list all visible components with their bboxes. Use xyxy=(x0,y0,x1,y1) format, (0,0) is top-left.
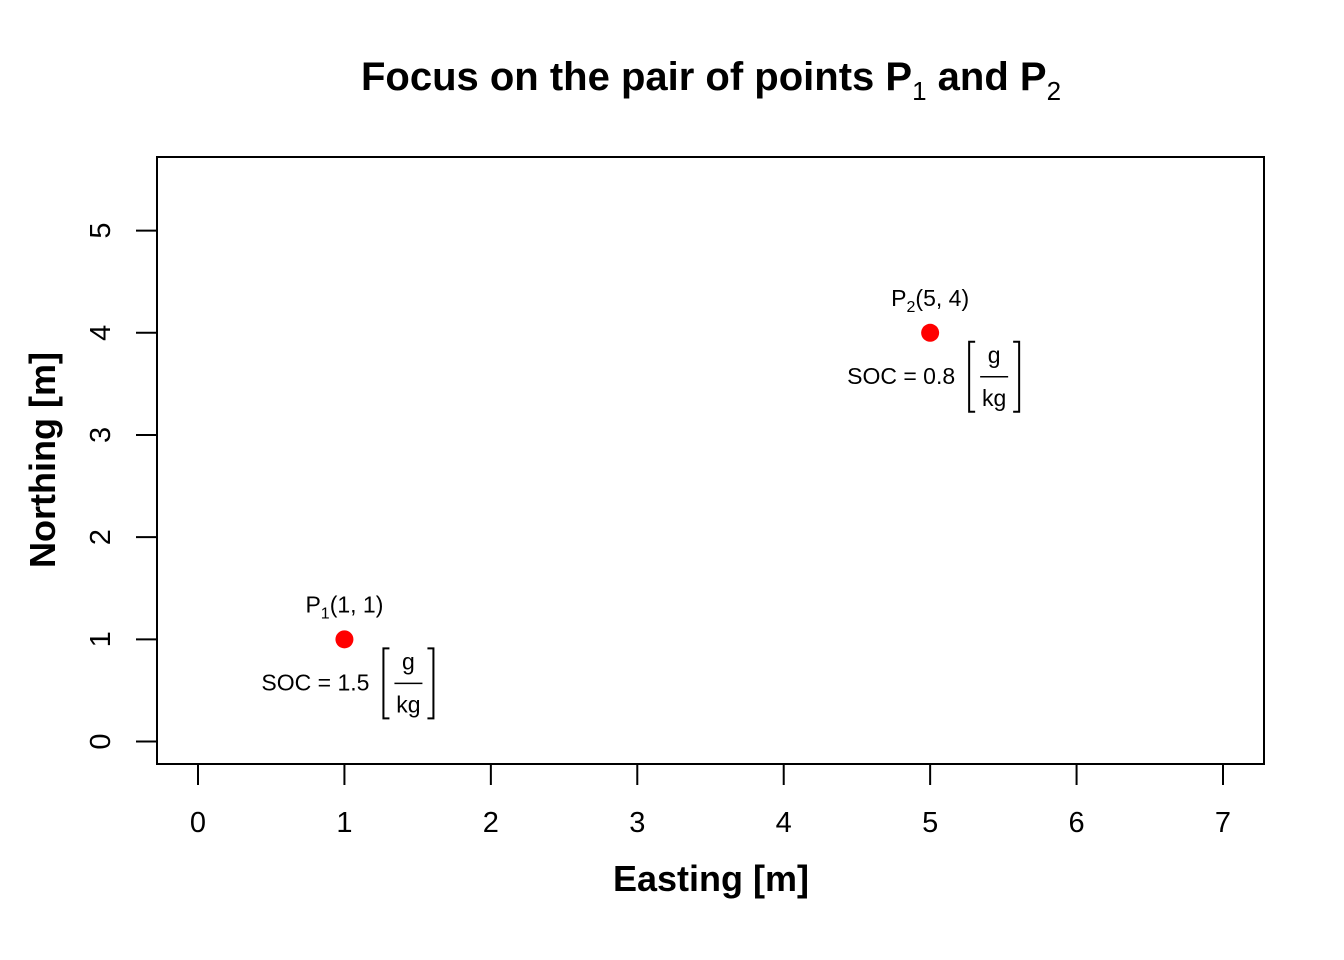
right-bracket xyxy=(1013,340,1021,413)
point-name: P xyxy=(891,285,906,311)
title-sub2: 2 xyxy=(1047,76,1061,106)
title-main: Focus on the pair of points P xyxy=(361,55,912,99)
point-subscript: 2 xyxy=(907,299,916,316)
unit-denominator: kg xyxy=(396,691,420,717)
point-label: P1(1, 1) xyxy=(305,591,383,622)
y-tick-label: 5 xyxy=(85,223,117,239)
data-point xyxy=(921,323,940,342)
data-point xyxy=(335,630,354,649)
x-tick-label: 5 xyxy=(922,807,938,839)
y-tick-label: 4 xyxy=(85,325,117,341)
point-coords: (5, 4) xyxy=(915,285,969,311)
point-subscript: 1 xyxy=(321,605,330,622)
y-tick-label: 3 xyxy=(85,427,117,443)
x-tick-label: 1 xyxy=(336,807,352,839)
chart-title: Focus on the pair of points P1 and P2 xyxy=(361,55,1061,106)
y-tick-label: 1 xyxy=(85,631,117,647)
y-tick-label: 2 xyxy=(85,529,117,545)
x-tick-label: 2 xyxy=(483,807,499,839)
x-axis-title: Easting [m] xyxy=(613,858,809,899)
y-axis: 0 1 2 3 4 5 xyxy=(85,223,158,750)
x-tick-label: 0 xyxy=(190,807,206,839)
unit-numerator: g xyxy=(402,648,415,674)
soc-label: SOC = 1.5 xyxy=(261,669,369,695)
unit-denominator: kg xyxy=(982,385,1006,411)
y-axis-title: Northing [m] xyxy=(22,352,63,568)
left-bracket xyxy=(968,340,976,413)
point-group-2: P2(5, 4) SOC = 0.8 g kg xyxy=(847,285,1021,413)
soc-label: SOC = 0.8 xyxy=(847,363,955,389)
right-bracket xyxy=(427,647,435,720)
unit-numerator: g xyxy=(988,342,1001,368)
x-axis: 0 1 2 3 4 5 6 7 xyxy=(190,763,1231,839)
point-label: P2(5, 4) xyxy=(891,285,969,316)
title-sub1: 1 xyxy=(912,76,926,106)
point-name: P xyxy=(305,591,320,617)
point-coords: (1, 1) xyxy=(330,591,384,617)
left-bracket xyxy=(382,647,390,720)
x-tick-label: 6 xyxy=(1069,807,1085,839)
y-tick-label: 0 xyxy=(85,733,117,749)
x-tick-label: 3 xyxy=(629,807,645,839)
x-tick-label: 4 xyxy=(776,807,792,839)
point-group-1: P1(1, 1) SOC = 1.5 g kg xyxy=(261,591,435,720)
title-and: and P xyxy=(927,55,1047,99)
x-tick-label: 7 xyxy=(1215,807,1231,839)
